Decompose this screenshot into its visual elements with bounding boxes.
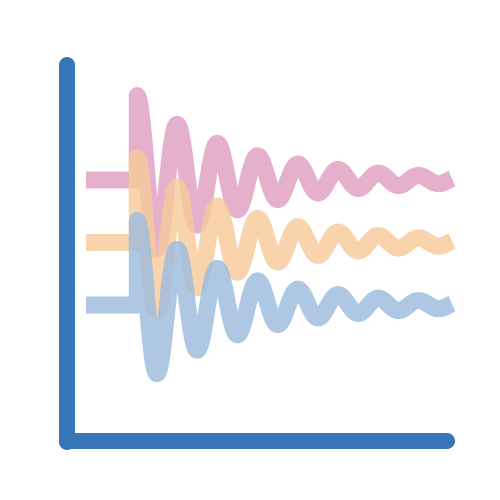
series-line-3 [86,212,460,383]
series-line-1 [86,87,460,258]
series-line-2 [86,149,460,320]
series-group [86,87,460,383]
